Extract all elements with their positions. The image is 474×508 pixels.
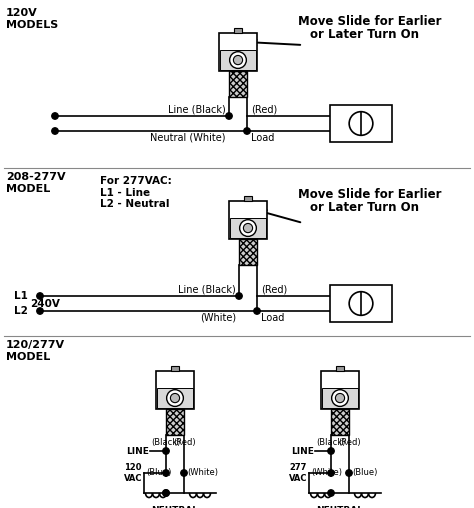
- Bar: [234, 28, 242, 33]
- Bar: [157, 372, 193, 388]
- Circle shape: [328, 470, 334, 476]
- Circle shape: [52, 113, 58, 119]
- Text: Load: Load: [261, 313, 284, 323]
- Text: (Red): (Red): [261, 284, 287, 294]
- Text: LINE: LINE: [291, 447, 314, 456]
- Bar: [322, 388, 358, 408]
- Text: 208-277V
MODEL: 208-277V MODEL: [6, 172, 65, 194]
- Bar: [239, 239, 257, 265]
- Text: 120V
MODELS: 120V MODELS: [6, 8, 58, 29]
- Text: (Red): (Red): [173, 438, 196, 447]
- Text: (Black): (Black): [316, 438, 346, 447]
- Circle shape: [181, 470, 187, 476]
- Text: Neutral (White): Neutral (White): [151, 133, 226, 143]
- Bar: [336, 366, 344, 371]
- Circle shape: [226, 113, 232, 119]
- Circle shape: [167, 390, 183, 406]
- Circle shape: [336, 394, 345, 403]
- Circle shape: [328, 448, 334, 454]
- Text: or Later Turn On: or Later Turn On: [310, 28, 419, 41]
- Text: (Black): (Black): [151, 438, 181, 447]
- Circle shape: [240, 219, 256, 236]
- Text: (White): (White): [187, 468, 218, 478]
- Circle shape: [52, 128, 58, 134]
- Circle shape: [244, 128, 250, 134]
- Bar: [220, 50, 256, 70]
- Bar: [219, 33, 257, 71]
- Text: NEUTRAL: NEUTRAL: [152, 506, 199, 508]
- Circle shape: [171, 394, 180, 403]
- Text: Load: Load: [251, 133, 274, 143]
- Bar: [321, 371, 359, 409]
- Text: Move Slide for Earlier: Move Slide for Earlier: [298, 15, 441, 28]
- Circle shape: [37, 293, 43, 299]
- Circle shape: [233, 55, 243, 65]
- Text: 277
VAC: 277 VAC: [289, 463, 308, 483]
- Text: LINE: LINE: [126, 447, 149, 456]
- Text: 120
VAC: 120 VAC: [124, 463, 143, 483]
- Text: Line (Black): Line (Black): [178, 284, 236, 294]
- Circle shape: [349, 292, 373, 315]
- Bar: [156, 371, 194, 409]
- Circle shape: [163, 490, 169, 496]
- Bar: [157, 388, 193, 408]
- Bar: [330, 285, 392, 322]
- Bar: [166, 409, 184, 435]
- Text: L1: L1: [14, 291, 28, 301]
- Circle shape: [346, 470, 352, 476]
- Text: L2: L2: [14, 306, 28, 316]
- Circle shape: [254, 308, 260, 314]
- Text: (Red): (Red): [251, 104, 277, 114]
- Circle shape: [163, 470, 169, 476]
- Circle shape: [163, 490, 169, 496]
- Text: (Red): (Red): [339, 438, 361, 447]
- Text: Move Slide for Earlier: Move Slide for Earlier: [298, 188, 441, 201]
- Bar: [330, 105, 392, 142]
- Text: (White): (White): [200, 313, 236, 323]
- Circle shape: [37, 308, 43, 314]
- Circle shape: [332, 390, 348, 406]
- Text: For 277VAC:
L1 - Line
L2 - Neutral: For 277VAC: L1 - Line L2 - Neutral: [100, 176, 172, 209]
- Bar: [230, 202, 266, 218]
- Circle shape: [349, 112, 373, 135]
- Bar: [229, 71, 247, 97]
- Text: 120/277V
MODEL: 120/277V MODEL: [6, 340, 65, 362]
- Text: (Blue): (Blue): [146, 468, 172, 478]
- Circle shape: [236, 293, 242, 299]
- Text: (Blue): (Blue): [352, 468, 377, 478]
- Circle shape: [229, 52, 246, 69]
- Text: NEUTRAL: NEUTRAL: [317, 506, 364, 508]
- Bar: [230, 218, 266, 238]
- Bar: [171, 366, 179, 371]
- Bar: [220, 34, 256, 50]
- Circle shape: [328, 490, 334, 496]
- Bar: [331, 409, 349, 435]
- Text: Line (Black): Line (Black): [168, 104, 226, 114]
- Bar: [322, 372, 358, 388]
- Circle shape: [163, 448, 169, 454]
- Text: 240V: 240V: [30, 299, 60, 309]
- Bar: [229, 201, 267, 239]
- Text: or Later Turn On: or Later Turn On: [310, 201, 419, 214]
- Text: (White): (White): [311, 468, 342, 478]
- Bar: [244, 196, 252, 201]
- Circle shape: [244, 224, 253, 233]
